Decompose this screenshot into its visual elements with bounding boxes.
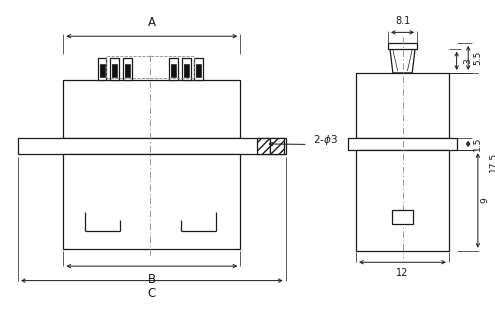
Bar <box>356 150 449 251</box>
Polygon shape <box>198 212 211 231</box>
Text: 5.5: 5.5 <box>473 51 482 65</box>
Bar <box>270 138 284 154</box>
Bar <box>257 138 270 154</box>
Bar <box>18 138 286 154</box>
Text: C: C <box>148 287 156 300</box>
Text: 8.1: 8.1 <box>395 16 410 26</box>
Bar <box>182 58 191 80</box>
Bar <box>356 73 449 138</box>
Text: 12: 12 <box>396 268 409 278</box>
Text: 3: 3 <box>463 58 472 64</box>
Bar <box>195 58 203 80</box>
Bar <box>63 80 240 138</box>
Bar <box>197 64 201 77</box>
Text: 1.5: 1.5 <box>473 137 482 151</box>
Bar <box>106 56 195 78</box>
Bar <box>98 58 106 80</box>
Bar <box>123 58 132 80</box>
Bar <box>392 210 413 224</box>
Text: 17.5: 17.5 <box>489 152 495 172</box>
Bar <box>171 64 176 77</box>
Text: 2-$\phi$3: 2-$\phi$3 <box>313 133 338 147</box>
Polygon shape <box>390 49 415 73</box>
Bar <box>63 154 240 249</box>
Text: A: A <box>148 17 156 29</box>
Text: B: B <box>148 273 156 286</box>
Bar <box>125 64 130 77</box>
Bar <box>112 64 117 77</box>
Bar <box>99 64 104 77</box>
Bar <box>388 43 417 49</box>
Bar <box>184 64 189 77</box>
Bar <box>110 58 119 80</box>
Text: 9: 9 <box>481 197 490 203</box>
Bar <box>169 58 178 80</box>
Bar <box>348 138 456 150</box>
Polygon shape <box>90 212 102 231</box>
